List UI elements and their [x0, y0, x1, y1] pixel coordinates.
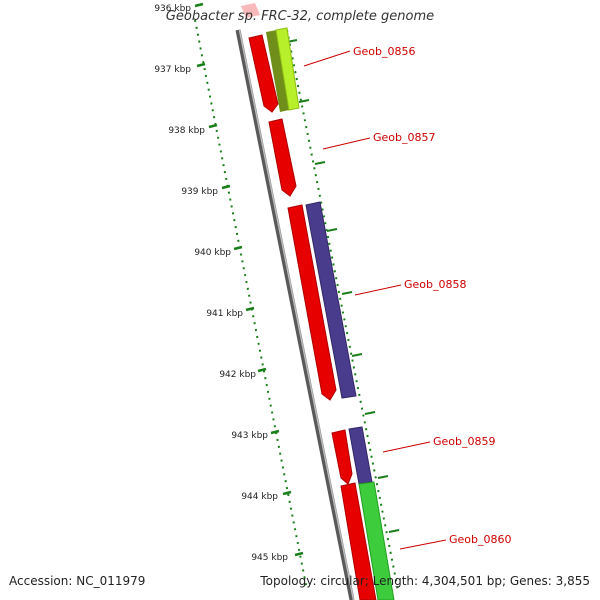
tick-label: 941 kbp — [206, 309, 243, 319]
gene-label-0857: Geob_0857 — [373, 131, 436, 144]
tick-label: 936 kbp — [154, 4, 191, 14]
accession-text: Accession: NC_011979 — [9, 574, 146, 588]
kbp-tick-marks — [194, 2, 304, 557]
gene-features — [241, 3, 395, 600]
label-leader-lines — [303, 50, 447, 550]
genome-title: Geobacter sp. FRC-32, complete genome — [165, 9, 435, 24]
gene-label-0858: Geob_0858 — [404, 278, 467, 291]
gene-label-0860: Geob_0860 — [449, 533, 512, 546]
cds-0856 — [275, 27, 300, 111]
gene-arrow-0856 — [248, 34, 279, 113]
gene-arrow-0857 — [268, 118, 297, 197]
genome-summary-text: Topology: circular; Length: 4,304,501 bp… — [260, 574, 590, 588]
tick-label: 938 kbp — [168, 126, 205, 136]
kbp-tick-labels: 936 kbp 937 kbp 938 kbp 939 kbp 940 kbp … — [154, 4, 288, 563]
gene-arrow-partial — [241, 3, 260, 18]
cds-0859 — [348, 426, 373, 485]
gene-arrow-0859 — [331, 429, 353, 485]
gene-label-0859: Geob_0859 — [433, 435, 496, 448]
outer-dotted-track — [286, 29, 399, 591]
tick-label: 945 kbp — [251, 553, 288, 563]
cds-0856-dark — [266, 30, 289, 112]
cds-0858 — [305, 201, 357, 399]
inner-dotted-track — [194, 19, 308, 591]
tick-label: 940 kbp — [194, 248, 231, 258]
cds-0860 — [358, 481, 395, 600]
tick-label: 939 kbp — [181, 187, 218, 197]
gene-label-0856: Geob_0856 — [353, 45, 416, 58]
tick-label: 944 kbp — [241, 492, 278, 502]
gene-arrow-0858 — [287, 204, 337, 401]
gene-labels: Geob_0856 Geob_0857 Geob_0858 Geob_0859 … — [353, 45, 512, 546]
tick-label: 942 kbp — [219, 370, 256, 380]
genome-backbone — [235, 29, 355, 600]
tick-label: 937 kbp — [154, 65, 191, 75]
tick-label: 943 kbp — [231, 431, 268, 441]
gene-arrow-0860 — [340, 482, 377, 600]
